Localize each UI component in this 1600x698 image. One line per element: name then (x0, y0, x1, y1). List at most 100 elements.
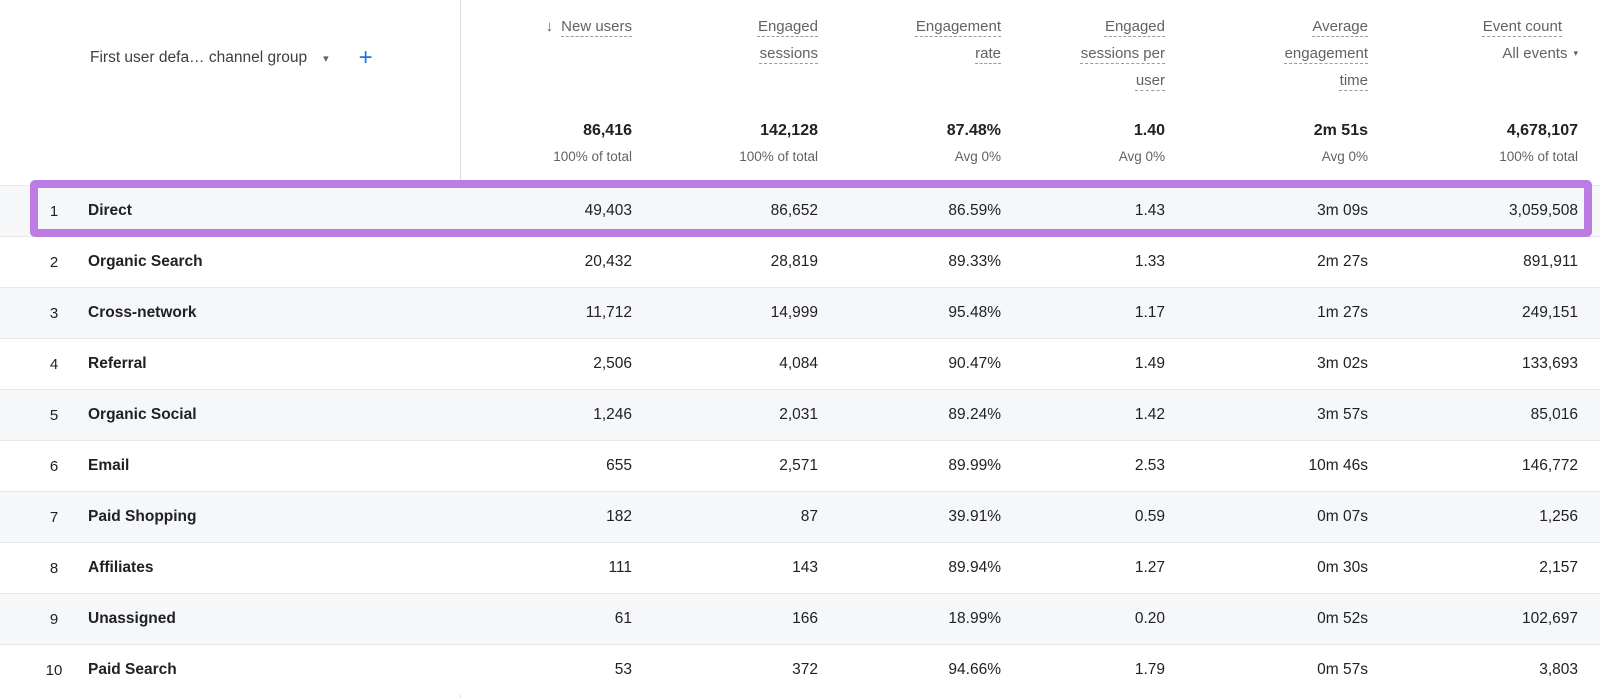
total-note: 100% of total (1499, 149, 1578, 164)
cell-engagement-rate: 89.33% (948, 253, 1001, 270)
cell-engagement-rate: 89.99% (948, 457, 1001, 474)
cell-event-count: 85,016 (1530, 406, 1578, 423)
cell-engaged-sessions-per-user: 1.49 (1134, 355, 1165, 372)
cell-event-count: 3,803 (1539, 661, 1578, 678)
total-value: 87.48% (946, 122, 1001, 139)
cell-engaged-sessions: 166 (792, 610, 818, 627)
table-row-organic-social: 5 Organic Social 1,246 2,031 89.24% 1.42… (0, 389, 1600, 440)
cell-new-users: 53 (614, 661, 632, 678)
column-label: sessions (759, 45, 818, 62)
table-row-paid-search: 10 Paid Search 53 372 94.66% 1.79 0m 57s… (0, 644, 1600, 695)
spacer (0, 100, 460, 185)
cell-engagement-rate: 90.47% (948, 355, 1001, 372)
channel-name: Unassigned (88, 610, 176, 627)
row-index: 3 (49, 304, 59, 322)
cell-average-engagement-time: 0m 07s (1317, 508, 1368, 525)
row-index: 2 (49, 253, 59, 271)
cell-engaged-sessions: 28,819 (770, 253, 818, 270)
cell-engaged-sessions: 14,999 (770, 304, 818, 321)
row-index: 4 (49, 355, 59, 373)
total-engaged-sessions: 142,128 100% of total (632, 100, 818, 185)
cell-new-users: 655 (606, 457, 632, 474)
row-index: 10 (45, 661, 63, 679)
cell-engaged-sessions-per-user: 1.33 (1134, 253, 1165, 270)
cell-engagement-rate: 89.94% (948, 559, 1001, 576)
cell-average-engagement-time: 3m 02s (1317, 355, 1368, 372)
row-index: 9 (49, 610, 59, 628)
cell-engaged-sessions-per-user: 1.27 (1134, 559, 1165, 576)
total-engaged-sessions-per-user: 1.40 Avg 0% (1001, 100, 1165, 185)
column-header-event-count[interactable]: Event count All events ▾ (1368, 0, 1578, 100)
total-event-count: 4,678,107 100% of total (1368, 100, 1578, 185)
cell-engaged-sessions: 143 (792, 559, 818, 576)
total-value: 4,678,107 (1506, 122, 1578, 139)
cell-event-count: 3,059,508 (1509, 202, 1578, 219)
column-header-engagement-rate[interactable]: Engagement rate (818, 0, 1001, 100)
cell-engaged-sessions: 2,031 (779, 406, 818, 423)
cell-new-users: 182 (606, 508, 632, 525)
table-row-referral: 4 Referral 2,506 4,084 90.47% 1.49 3m 02… (0, 338, 1600, 389)
cell-engaged-sessions: 86,652 (770, 202, 818, 219)
column-label: Engaged (757, 18, 818, 35)
table-row-paid-shopping: 7 Paid Shopping 182 87 39.91% 0.59 0m 07… (0, 491, 1600, 542)
cell-engaged-sessions-per-user: 1.79 (1134, 661, 1165, 678)
dimension-cell: 6 Email (0, 457, 460, 475)
row-index: 8 (49, 559, 59, 577)
chevron-down-icon[interactable]: ▾ (1573, 48, 1578, 58)
cell-engagement-rate: 95.48% (948, 304, 1001, 321)
cell-new-users: 2,506 (593, 355, 632, 372)
cell-event-count: 2,157 (1539, 559, 1578, 576)
dimension-cell: 3 Cross-network (0, 304, 460, 322)
channel-name: Affiliates (88, 559, 154, 576)
column-header-engaged-sessions[interactable]: Engaged sessions (632, 0, 818, 100)
column-label: New users (561, 18, 632, 35)
channel-name: Cross-network (88, 304, 197, 321)
table-row-organic-search: 2 Organic Search 20,432 28,819 89.33% 1.… (0, 236, 1600, 287)
total-average-engagement-time: 2m 51s Avg 0% (1165, 100, 1368, 185)
channel-name: Organic Search (88, 253, 203, 270)
cell-new-users: 61 (614, 610, 632, 627)
cell-average-engagement-time: 3m 57s (1317, 406, 1368, 423)
column-label: Average (1312, 18, 1368, 35)
cell-average-engagement-time: 0m 52s (1317, 610, 1368, 627)
cell-average-engagement-time: 3m 09s (1317, 202, 1368, 219)
cell-engaged-sessions: 372 (792, 661, 818, 678)
spacer (1578, 0, 1592, 100)
cell-engagement-rate: 39.91% (948, 508, 1001, 525)
cell-engaged-sessions-per-user: 2.53 (1134, 457, 1165, 474)
row-index: 6 (49, 457, 59, 475)
cell-event-count: 146,772 (1521, 457, 1578, 474)
cell-average-engagement-time: 0m 57s (1317, 661, 1368, 678)
cell-event-count: 102,697 (1521, 610, 1578, 627)
cell-event-count: 1,256 (1539, 508, 1578, 525)
cell-event-count: 249,151 (1521, 304, 1578, 321)
row-index: 5 (49, 406, 59, 424)
sort-descending-icon[interactable]: ↓ (545, 18, 554, 35)
dimension-cell: 9 Unassigned (0, 610, 460, 628)
column-label: sessions per (1080, 45, 1165, 62)
column-header-average-engagement-time[interactable]: Average engagement time (1165, 0, 1368, 100)
table-header: First user defa… channel group ▾ + ↓ New … (0, 0, 1600, 100)
channel-name: Direct (88, 202, 132, 219)
total-value: 86,416 (583, 122, 632, 139)
cell-average-engagement-time: 2m 27s (1317, 253, 1368, 270)
add-dimension-button[interactable]: + (358, 44, 373, 71)
dimension-cell: 1 Direct (0, 202, 460, 220)
cell-engaged-sessions: 2,571 (779, 457, 818, 474)
cell-engaged-sessions-per-user: 1.43 (1134, 202, 1165, 219)
channel-name: Organic Social (88, 406, 197, 423)
table-row-unassigned: 9 Unassigned 61 166 18.99% 0.20 0m 52s 1… (0, 593, 1600, 644)
total-note: 100% of total (553, 149, 632, 164)
total-note: Avg 0% (1321, 149, 1368, 164)
column-header-new-users[interactable]: ↓ New users (460, 0, 632, 100)
table-row-affiliates: 8 Affiliates 111 143 89.94% 1.27 0m 30s … (0, 542, 1600, 593)
total-engagement-rate: 87.48% Avg 0% (818, 100, 1001, 185)
column-label: Engaged (1104, 18, 1165, 35)
column-header-engaged-sessions-per-user[interactable]: Engaged sessions per user (1001, 0, 1165, 100)
event-filter-label[interactable]: All events (1502, 45, 1568, 62)
total-value: 142,128 (760, 122, 818, 139)
column-label: Engagement (915, 18, 1001, 35)
chevron-down-icon[interactable]: ▾ (323, 52, 329, 65)
dimension-selector-label[interactable]: First user defa… channel group (90, 49, 308, 66)
cell-new-users: 111 (608, 559, 632, 576)
